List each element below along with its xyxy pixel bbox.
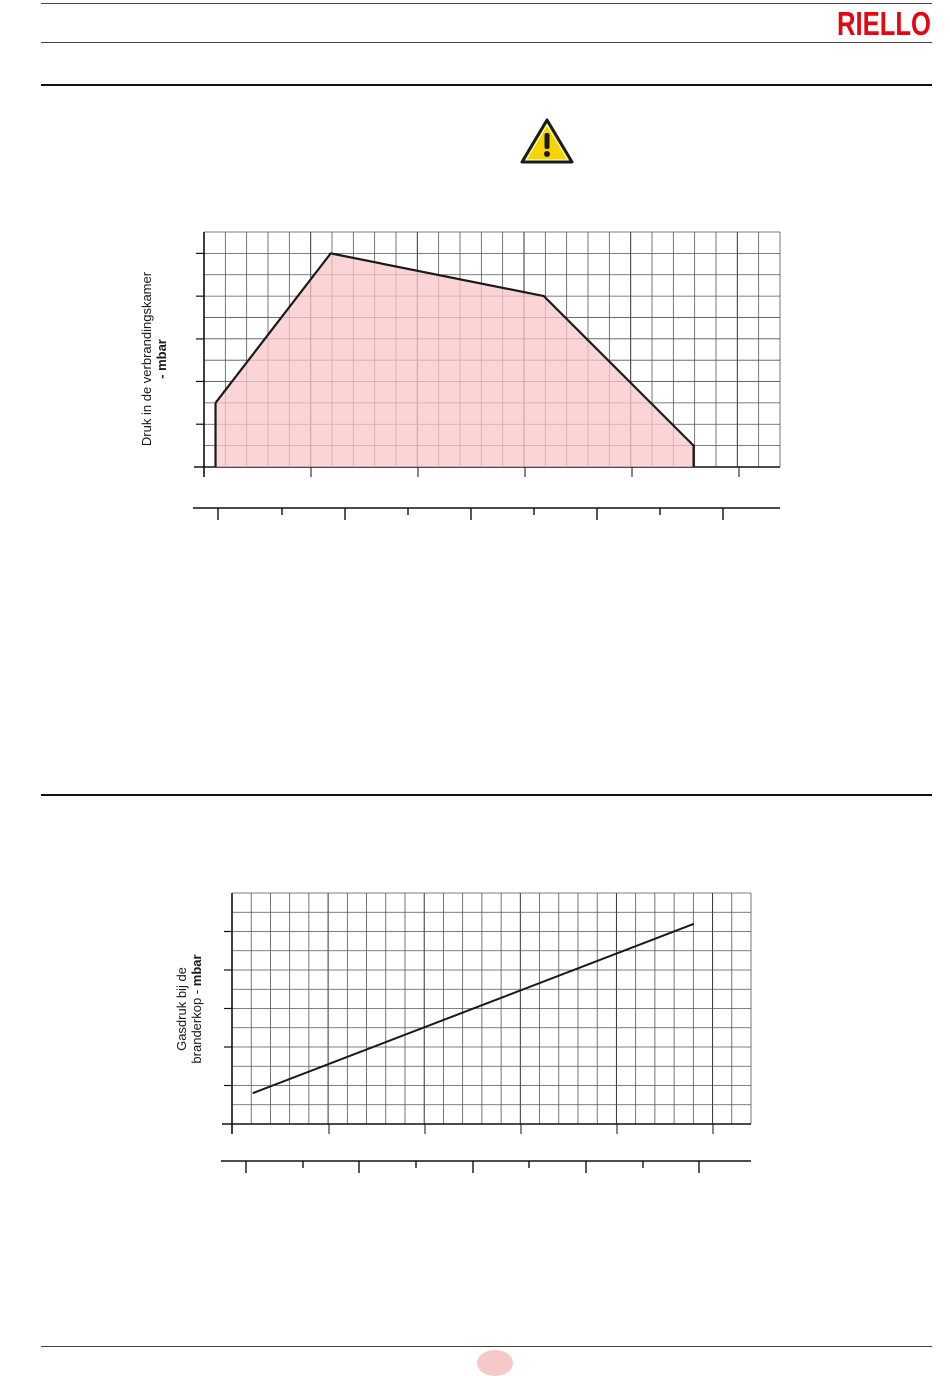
footer-rule — [41, 1346, 932, 1347]
page-number-badge — [477, 1350, 513, 1376]
gas-pressure-chart — [0, 0, 950, 1200]
